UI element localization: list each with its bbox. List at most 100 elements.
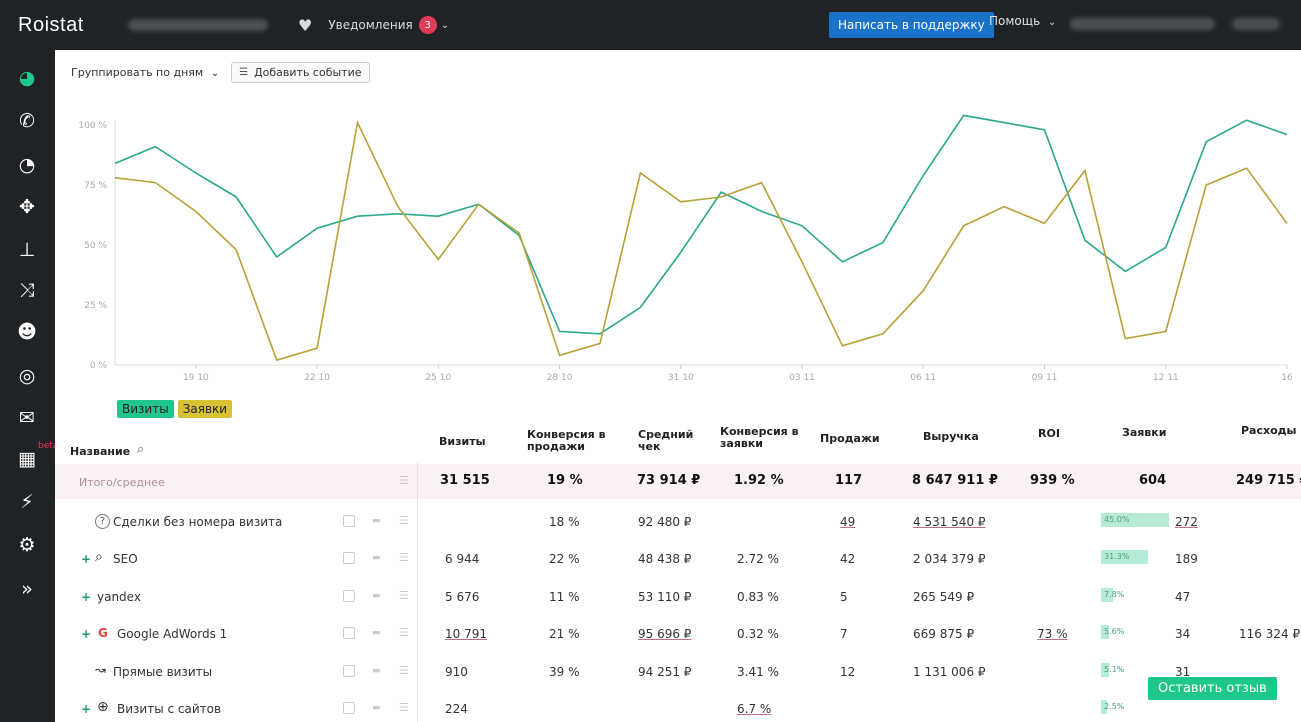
- dashboard-icon[interactable]: ◕: [18, 67, 36, 89]
- cell-requests[interactable]: 272: [1175, 515, 1198, 529]
- table-row[interactable]: + yandex ▬ ☰ 5 676 11 % 53 110 ₽ 0.83 % 5 265 549…: [55, 579, 1301, 616]
- table-row[interactable]: + ⌕ SEO ▬ ☰ 6 944 22 % 48 438 ₽ 2.72 % 42 2 034 37…: [55, 541, 1301, 578]
- add-event-button[interactable]: ☰ Добавить событие: [231, 62, 370, 83]
- app-logo[interactable]: Roistat: [18, 13, 84, 36]
- expand-row-icon[interactable]: +: [81, 702, 92, 716]
- mail-icon[interactable]: ✉: [19, 407, 35, 429]
- row-chart-icon[interactable]: ▬: [372, 516, 381, 526]
- row-name[interactable]: SEO: [113, 552, 138, 566]
- requests-share-bar: 7.8%: [1101, 588, 1251, 602]
- column-header-conv-sales[interactable]: Конверсия в продажи: [527, 429, 606, 453]
- column-header-name[interactable]: Название: [70, 445, 131, 458]
- row-checkbox[interactable]: [343, 552, 355, 564]
- table-row[interactable]: ? Сделки без номера визита ▬ ☰ 18 % 92 480 ₽ 4…: [55, 504, 1301, 541]
- row-checkbox[interactable]: [343, 665, 355, 677]
- row-checkbox[interactable]: [343, 515, 355, 527]
- cell-revenue: 2 034 379 ₽: [913, 552, 986, 566]
- chart-legend: Визиты Заявки: [117, 400, 236, 418]
- cell-revenue[interactable]: 4 531 540 ₽: [913, 515, 986, 529]
- cell-avg-check[interactable]: 95 696 ₽: [638, 627, 692, 641]
- group-by-dropdown[interactable]: Группировать по дням ⌄: [71, 66, 219, 79]
- feedback-button[interactable]: Оставить отзыв: [1148, 677, 1277, 700]
- series-line-visits[interactable]: [114, 114, 1288, 335]
- row-chart-icon[interactable]: ▬: [372, 553, 381, 563]
- row-checkbox[interactable]: [343, 627, 355, 639]
- target-icon[interactable]: ◎: [18, 365, 36, 387]
- legend-visits[interactable]: Визиты: [117, 400, 174, 418]
- table-row[interactable]: + G Google AdWords 1 ▬ ☰ 10 791 21 % 95 696 ₽ 0.…: [55, 616, 1301, 653]
- column-header-visits[interactable]: Визиты: [439, 435, 486, 448]
- column-header-requests[interactable]: Заявки: [1122, 426, 1167, 439]
- row-checkbox[interactable]: [343, 702, 355, 714]
- expand-row-icon[interactable]: +: [81, 627, 92, 641]
- search-icon[interactable]: ⌕: [137, 442, 145, 457]
- series-line-requests[interactable]: [114, 120, 1288, 362]
- globe-icon: ⊕: [97, 699, 109, 715]
- column-header-avg-check[interactable]: Средний чек: [638, 429, 693, 453]
- cell-visits: 224: [445, 702, 468, 716]
- menu-icon[interactable]: ☰: [399, 474, 409, 487]
- help-menu[interactable]: Помощь ⌄: [989, 14, 1056, 28]
- column-header-expenses[interactable]: Расходы: [1241, 424, 1297, 437]
- table-row[interactable]: + ⊕ Визиты с сайтов ▬ ☰ 224 6.7 % 2.5%: [55, 691, 1301, 722]
- column-header-revenue[interactable]: Выручка: [923, 430, 979, 443]
- notifications-button[interactable]: Уведомления 3 ⌄: [328, 16, 449, 34]
- cell-roi[interactable]: 73 %: [1037, 627, 1068, 641]
- table-row[interactable]: ↝ Прямые визиты ▬ ☰ 910 39 % 94 251 ₽ 3.41 % 12 1…: [55, 654, 1301, 691]
- row-name[interactable]: Визиты с сайтов: [117, 702, 222, 716]
- row-checkbox[interactable]: [343, 590, 355, 602]
- row-name[interactable]: Google AdWords 1: [117, 627, 228, 641]
- toolbar: Группировать по дням ⌄ ☰ Добавить событи…: [71, 62, 370, 83]
- row-name[interactable]: yandex: [97, 590, 141, 604]
- row-menu-icon[interactable]: ☰: [399, 626, 409, 639]
- row-menu-icon[interactable]: ☰: [399, 551, 409, 564]
- settings-icon[interactable]: ⚙: [18, 534, 36, 556]
- heartbeat-icon[interactable]: ♥: [298, 15, 313, 35]
- x-tick-label: 19 10: [183, 373, 209, 383]
- sitemap-icon[interactable]: ⊥: [18, 239, 36, 261]
- legend-requests[interactable]: Заявки: [177, 400, 233, 418]
- cell-avg-check: 92 480 ₽: [638, 515, 692, 529]
- row-chart-icon[interactable]: ▬: [372, 591, 381, 601]
- crosshair-icon[interactable]: ✥: [19, 196, 35, 218]
- cell-conv-sales: 11 %: [549, 590, 580, 604]
- column-header-conv-requests[interactable]: Конверсия в заявки: [720, 426, 799, 450]
- row-menu-icon[interactable]: ☰: [399, 589, 409, 602]
- row-chart-icon[interactable]: ▬: [372, 666, 381, 676]
- expand-row-icon[interactable]: +: [81, 590, 92, 604]
- cell-expenses: 116 324 ₽: [1239, 627, 1301, 641]
- x-tick-label: 25 10: [425, 373, 451, 383]
- total-row-label: Итого/среднее: [79, 476, 165, 489]
- header-line: Средний: [638, 428, 694, 441]
- beta-badge: beta: [38, 441, 59, 451]
- expand-icon[interactable]: »: [21, 578, 33, 600]
- project-selector[interactable]: [128, 19, 268, 31]
- cell-conv-req[interactable]: 6.7 %: [737, 702, 772, 716]
- speedometer-icon[interactable]: ◔: [18, 154, 36, 176]
- balance-display[interactable]: [1232, 18, 1280, 30]
- requests-share-label: 2.5%: [1104, 702, 1125, 711]
- total-expenses: 249 715 ₽: [1236, 473, 1301, 488]
- cell-revenue: 1 131 006 ₽: [913, 665, 986, 679]
- users-icon[interactable]: ☻: [17, 321, 37, 343]
- report-icon[interactable]: ▦: [18, 448, 36, 470]
- chevron-down-icon: ⌄: [1047, 17, 1057, 28]
- cell-sales[interactable]: 49: [840, 515, 856, 529]
- support-button[interactable]: Написать в поддержку: [829, 12, 994, 38]
- user-account-menu[interactable]: [1070, 18, 1215, 30]
- row-menu-icon[interactable]: ☰: [399, 664, 409, 677]
- row-chart-icon[interactable]: ▬: [372, 703, 381, 713]
- row-menu-icon[interactable]: ☰: [399, 701, 409, 714]
- row-menu-icon[interactable]: ☰: [399, 514, 409, 527]
- expand-row-icon[interactable]: +: [81, 552, 92, 566]
- phone-icon[interactable]: ✆: [19, 110, 35, 132]
- row-chart-icon[interactable]: ▬: [372, 628, 381, 638]
- column-header-sales[interactable]: Продажи: [820, 432, 880, 445]
- plugin-icon[interactable]: ⚡: [20, 491, 34, 513]
- cell-visits[interactable]: 10 791: [445, 627, 487, 641]
- column-header-roi[interactable]: ROI: [1038, 427, 1060, 440]
- search-icon: ⌕: [95, 549, 103, 565]
- shuffle-icon[interactable]: ⤨: [19, 279, 35, 301]
- row-name[interactable]: Сделки без номера визита: [113, 515, 283, 529]
- row-name[interactable]: Прямые визиты: [113, 665, 213, 679]
